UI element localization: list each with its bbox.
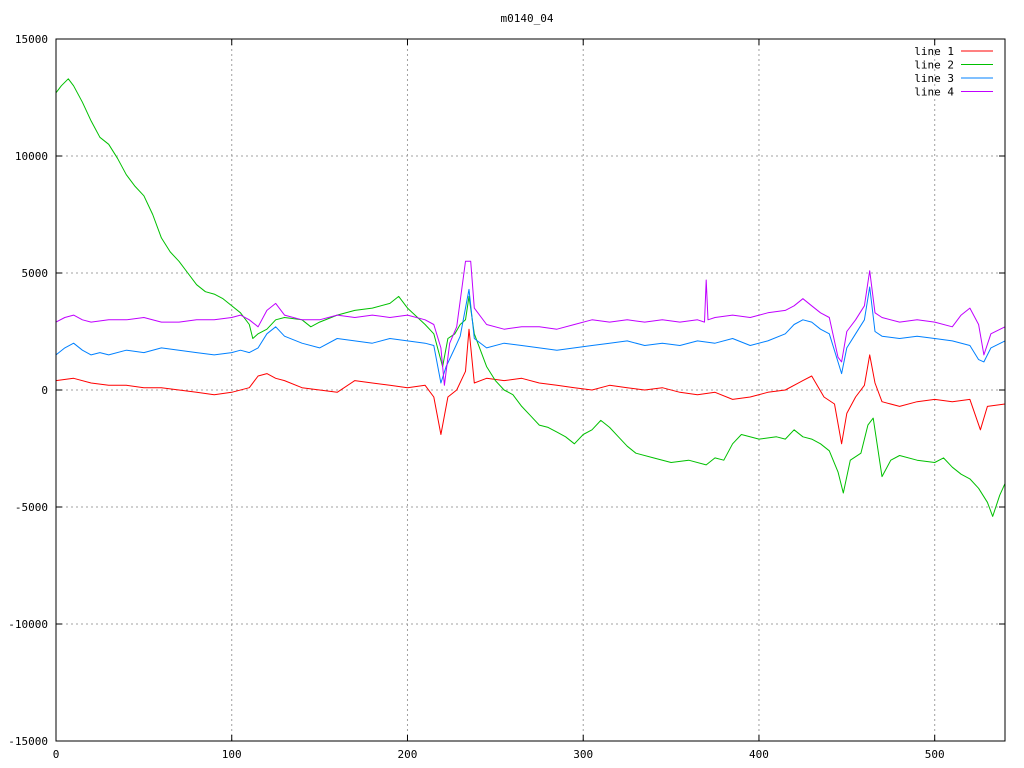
x-tick-label: 400 <box>749 748 769 761</box>
y-tick-label: 5000 <box>22 267 49 280</box>
gridlines <box>56 39 1005 741</box>
chart-title: m0140_04 <box>501 12 554 25</box>
series-line-2 <box>55 78 1006 517</box>
series-line-1 <box>55 328 1006 445</box>
x-tick-label: 500 <box>925 748 945 761</box>
series-line-4 <box>55 260 1006 386</box>
y-tick-label: -5000 <box>15 501 48 514</box>
x-tick-label: 100 <box>222 748 242 761</box>
series-lines <box>55 78 1006 517</box>
y-tick-label: 15000 <box>15 33 48 46</box>
legend-label-2: line 2 <box>914 59 954 72</box>
x-tick-label: 200 <box>398 748 418 761</box>
y-tick-label: 0 <box>41 384 48 397</box>
axis-ticks: 0 100 200 300 400 500 -15000 -10000 -5000 0 5000 10… <box>8 33 1005 761</box>
series-line-3 <box>55 286 1006 384</box>
x-tick-label: 300 <box>573 748 593 761</box>
y-tick-label: -10000 <box>8 618 48 631</box>
y-tick-label: 10000 <box>15 150 48 163</box>
legend-label-4: line 4 <box>914 86 954 99</box>
x-tick-label: 0 <box>53 748 60 761</box>
y-tick-label: -15000 <box>8 735 48 748</box>
legend-label-3: line 3 <box>914 72 954 85</box>
legend-label-1: line 1 <box>914 45 954 58</box>
